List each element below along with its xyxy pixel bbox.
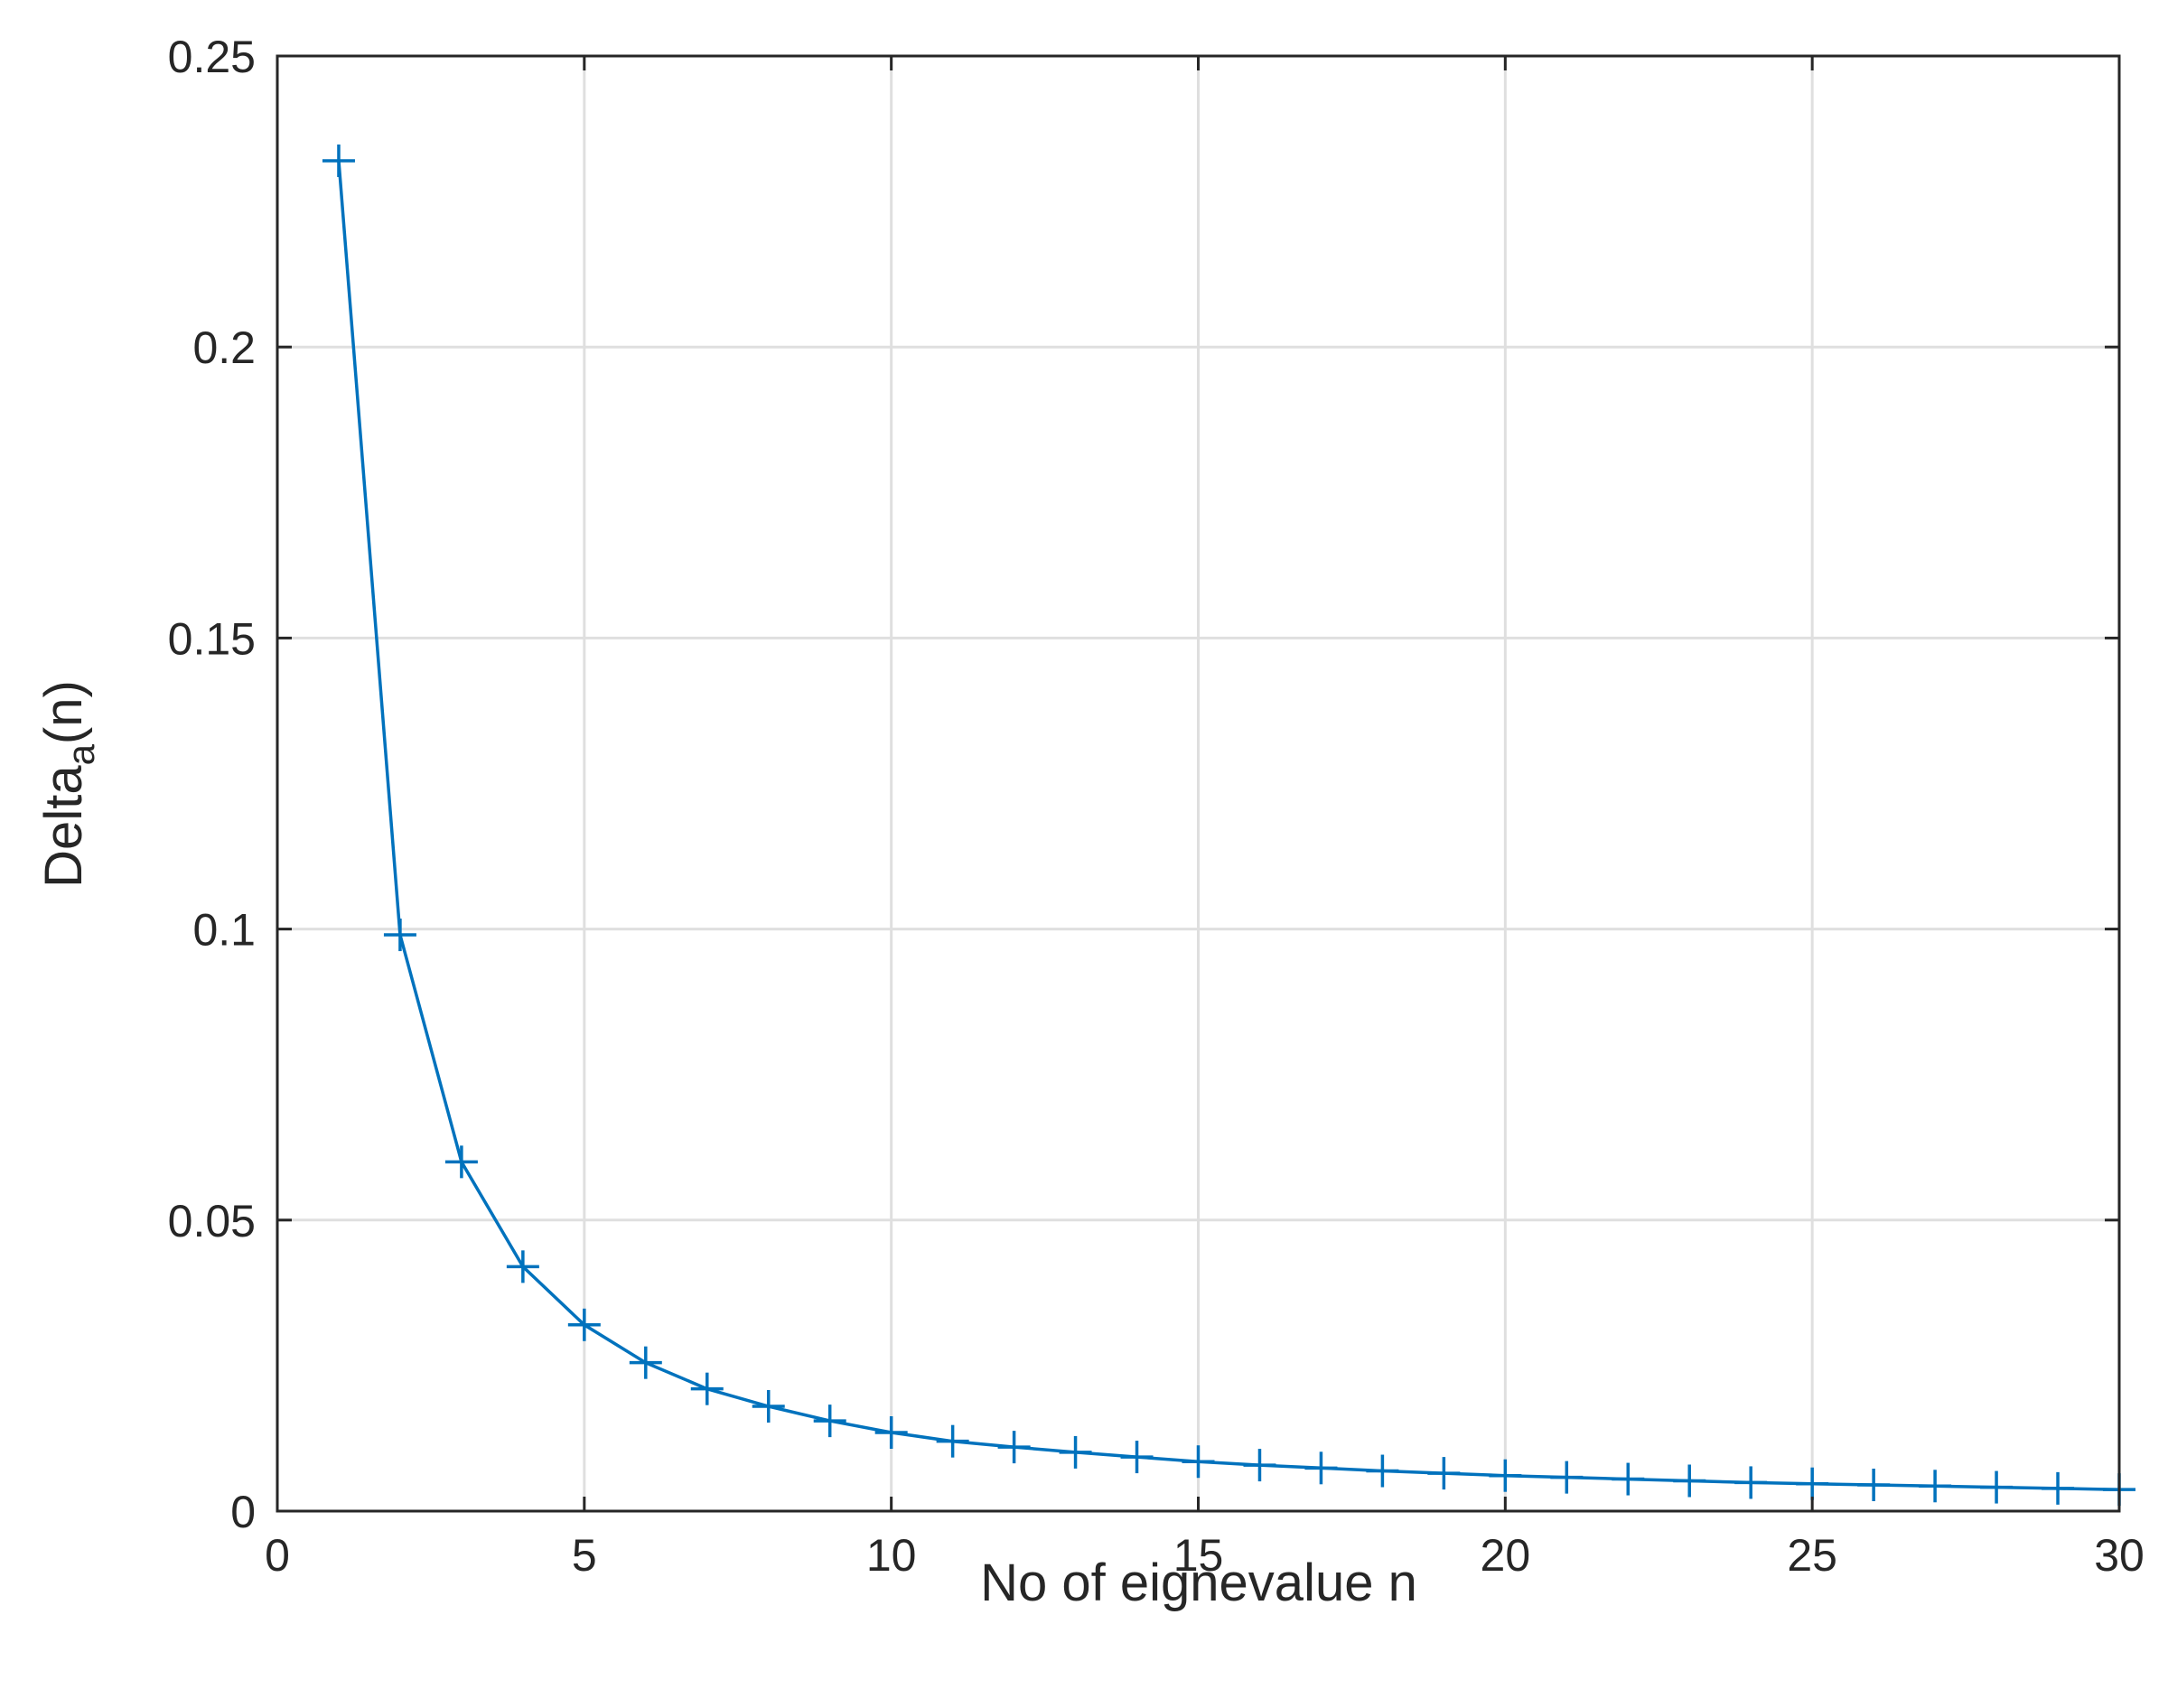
data-point-marker — [1427, 1457, 1461, 1490]
data-point-marker — [1489, 1459, 1522, 1492]
x-tick-label: 30 — [2094, 1530, 2145, 1581]
data-point-marker — [1612, 1462, 1645, 1496]
data-point-marker — [690, 1372, 724, 1405]
y-axis-label: Deltaa(n) — [34, 680, 102, 888]
data-point-marker — [322, 144, 355, 177]
data-point-marker — [2042, 1471, 2075, 1505]
data-point-marker — [1550, 1461, 1584, 1494]
x-tick-label: 10 — [866, 1530, 917, 1581]
y-axis-label-main: Delta — [34, 765, 93, 888]
y-axis-label-subscript: a — [60, 743, 102, 765]
data-point-marker — [1857, 1469, 1891, 1502]
data-point-marker — [567, 1308, 601, 1341]
data-point-marker — [997, 1431, 1031, 1464]
series-line — [337, 160, 2120, 1491]
x-tick-label: 0 — [265, 1530, 290, 1581]
series-layer — [322, 144, 2135, 1507]
y-tick-label: 0 — [230, 1487, 256, 1537]
data-point-marker — [1734, 1466, 1768, 1499]
x-tick-label: 15 — [1173, 1530, 1224, 1581]
data-point-marker — [874, 1416, 908, 1450]
grid — [276, 54, 2121, 1513]
data-point-marker — [813, 1405, 846, 1438]
y-tick-label: 0.05 — [168, 1196, 256, 1246]
y-tick-label: 0.2 — [192, 322, 256, 373]
data-point-marker — [629, 1346, 662, 1379]
x-tick-label: 5 — [572, 1530, 597, 1581]
data-point-marker — [1120, 1441, 1154, 1474]
data-point-marker — [1243, 1449, 1276, 1482]
y-tick-label: 0.25 — [168, 32, 256, 82]
data-point-marker — [1980, 1470, 2014, 1504]
data-point-marker — [1182, 1445, 1215, 1479]
data-point-marker — [1796, 1467, 1829, 1500]
data-point-marker — [383, 919, 416, 952]
x-tick-label: 20 — [1481, 1530, 1531, 1581]
y-tick-label: 0.1 — [192, 905, 256, 956]
axis-ticks: 0 5 10 15 20 25 30 0 0.05 0.1 0.15 0.2 0.25 — [168, 32, 2145, 1581]
data-point-marker — [1919, 1470, 1952, 1503]
data-point-marker — [444, 1145, 478, 1179]
data-point-marker — [506, 1250, 539, 1283]
data-point-marker — [752, 1390, 785, 1423]
data-point-marker — [936, 1424, 969, 1458]
x-tick-label: 25 — [1787, 1530, 1837, 1581]
data-point-marker — [1059, 1435, 1092, 1469]
y-tick-label: 0.15 — [168, 613, 256, 664]
data-point-marker — [1366, 1454, 1399, 1488]
y-axis-label-tail: (n) — [34, 680, 93, 744]
x-axis-label: No of eignevalue n — [980, 1554, 1417, 1612]
data-point-marker — [1673, 1464, 1706, 1498]
data-point-marker — [1304, 1451, 1338, 1485]
